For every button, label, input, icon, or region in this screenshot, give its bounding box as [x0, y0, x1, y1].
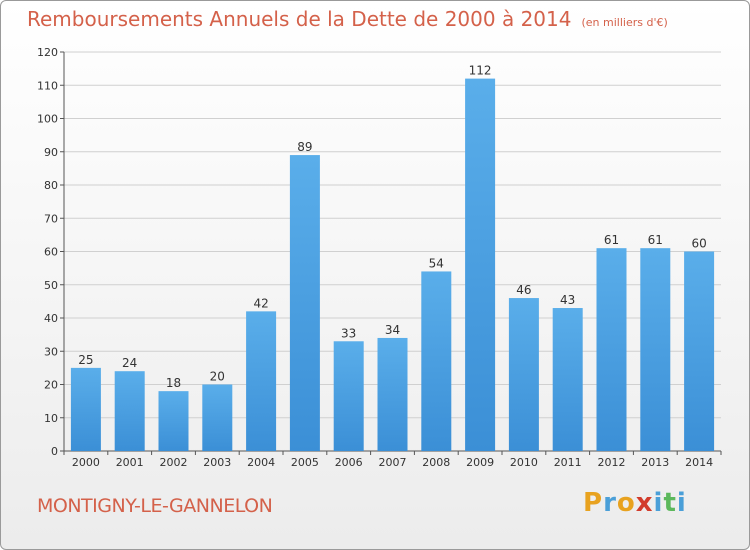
x-tick-label: 2001	[116, 456, 144, 469]
x-tick-label: 2014	[685, 456, 713, 469]
y-tick-label: 10	[44, 412, 58, 425]
bar	[70, 367, 101, 451]
x-tick-label: 2005	[291, 456, 319, 469]
data-label: 112	[469, 64, 492, 78]
data-label: 25	[78, 353, 93, 367]
x-tick-label: 2008	[422, 456, 450, 469]
bar	[333, 341, 364, 451]
y-tick-label: 80	[44, 179, 58, 192]
x-tick-label: 2000	[72, 456, 100, 469]
x-tick-label: 2010	[510, 456, 538, 469]
bar	[246, 311, 277, 451]
bar	[202, 384, 233, 451]
logo-letter: P	[583, 488, 604, 518]
data-label: 43	[560, 293, 575, 307]
bar	[114, 371, 145, 451]
y-tick-label: 0	[51, 445, 58, 458]
chart-title-text: Remboursements Annuels de la Dette de 20…	[27, 7, 572, 31]
logo-letter: o	[616, 488, 636, 518]
proxiti-logo: Proxiti	[583, 488, 687, 518]
bar	[640, 248, 671, 451]
data-label: 34	[385, 323, 400, 337]
bar	[158, 391, 189, 451]
bar	[552, 308, 583, 451]
commune-name: MONTIGNY-LE-GANNELON	[37, 495, 273, 517]
y-tick-label: 60	[44, 246, 58, 259]
data-label: 42	[253, 296, 268, 310]
data-label: 89	[297, 140, 312, 154]
x-tick-label: 2006	[335, 456, 363, 469]
x-tick-label: 2003	[203, 456, 231, 469]
logo-letter: i	[653, 488, 664, 518]
y-tick-label: 110	[37, 79, 58, 92]
data-label: 24	[122, 356, 137, 370]
logo-letter: x	[635, 488, 654, 518]
y-tick-label: 120	[37, 46, 58, 59]
chart-subtitle: (en milliers d'€)	[581, 16, 668, 29]
data-label: 61	[604, 233, 619, 247]
x-tick-label: 2011	[554, 456, 582, 469]
bar	[508, 298, 539, 451]
y-tick-label: 30	[44, 345, 58, 358]
data-label: 54	[429, 256, 444, 270]
data-label: 18	[166, 376, 181, 390]
x-tick-label: 2012	[598, 456, 626, 469]
y-tick-label: 40	[44, 312, 58, 325]
data-label: 60	[691, 237, 706, 251]
data-label: 33	[341, 326, 356, 340]
bar	[289, 155, 320, 451]
data-label: 46	[516, 283, 531, 297]
x-tick-label: 2002	[160, 456, 188, 469]
x-tick-label: 2004	[247, 456, 275, 469]
logo-letter: r	[603, 488, 617, 518]
y-tick-label: 100	[37, 113, 58, 126]
bar	[377, 337, 408, 451]
y-tick-label: 20	[44, 379, 58, 392]
data-label: 61	[648, 233, 663, 247]
y-tick-label: 70	[44, 212, 58, 225]
bar	[684, 251, 715, 451]
chart-title: Remboursements Annuels de la Dette de 20…	[27, 7, 668, 31]
bar	[421, 271, 452, 451]
y-tick-label: 90	[44, 146, 58, 159]
bar	[596, 248, 627, 451]
data-label: 20	[210, 370, 225, 384]
y-tick-label: 50	[44, 279, 58, 292]
logo-letter: t	[663, 488, 677, 518]
bar	[465, 78, 496, 451]
x-tick-label: 2013	[641, 456, 669, 469]
x-tick-label: 2009	[466, 456, 494, 469]
x-tick-label: 2007	[379, 456, 407, 469]
logo-letter: i	[676, 488, 687, 518]
